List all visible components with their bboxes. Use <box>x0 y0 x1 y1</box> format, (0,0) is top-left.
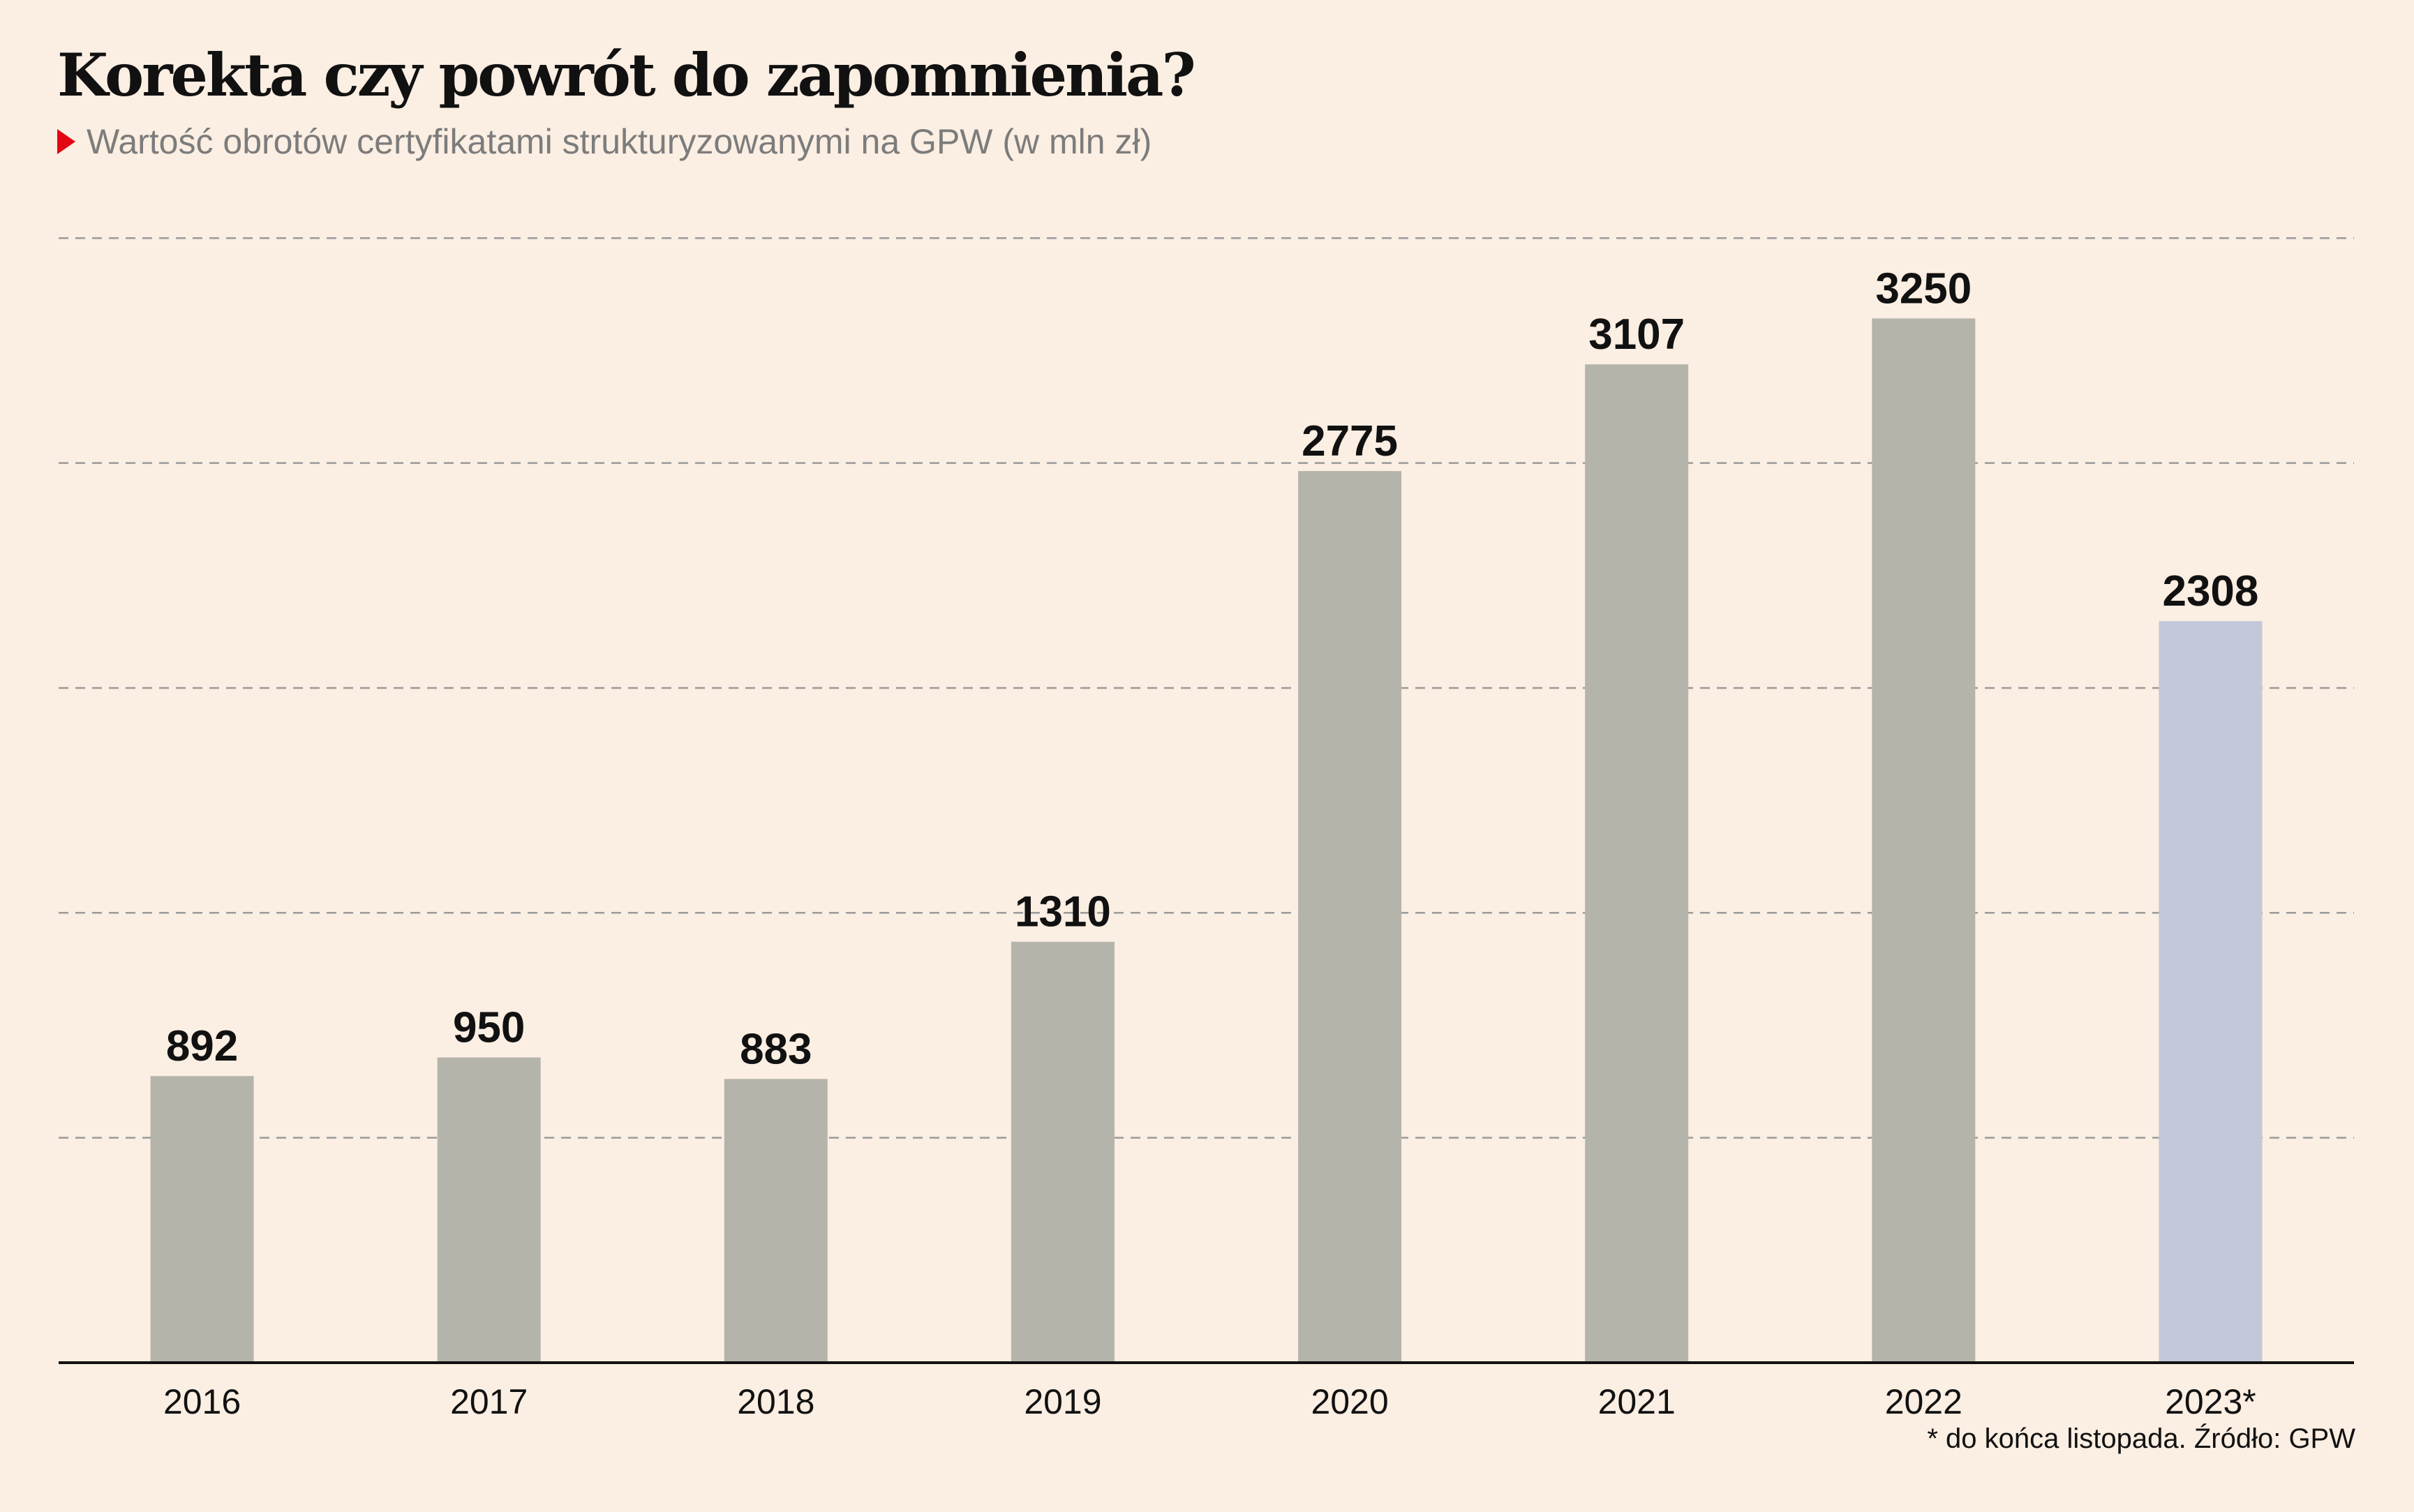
data-label: 2308 <box>2162 567 2258 615</box>
data-label: 950 <box>453 1004 525 1052</box>
bar-2021 <box>1585 364 1689 1363</box>
data-label: 1310 <box>1015 888 1111 936</box>
x-tick-label: 2017 <box>450 1382 528 1421</box>
bar-2017 <box>437 1057 541 1363</box>
gridlines <box>59 237 2354 1139</box>
x-tick-label: 2023* <box>2165 1382 2256 1421</box>
x-tick-label: 2020 <box>1311 1382 1388 1421</box>
x-tick-label: 2016 <box>163 1382 241 1421</box>
chart-subtitle: Wartość obrotów certyfikatami strukturyz… <box>87 122 1152 161</box>
bar-2019 <box>1011 941 1115 1363</box>
bar-2020 <box>1298 471 1402 1363</box>
data-label: 3107 <box>1588 310 1685 359</box>
triangle-marker-icon <box>57 129 75 154</box>
data-label: 883 <box>740 1025 812 1073</box>
subtitle-row: Wartość obrotów certyfikatami strukturyz… <box>57 124 1152 159</box>
x-tick-label: 2018 <box>737 1382 814 1421</box>
bar-2023 <box>2159 621 2263 1363</box>
footnote: * do końca listopada. Źródło: GPW <box>1927 1423 2355 1454</box>
bar-2018 <box>724 1079 828 1363</box>
bar-2016 <box>150 1076 254 1363</box>
bars <box>150 318 2263 1363</box>
data-label: 892 <box>166 1022 238 1070</box>
data-label: 3250 <box>1875 264 1972 313</box>
labels: 892 2016 950 2017 883 2018 1310 2019 2775 2020 310… <box>163 264 2258 1421</box>
data-label: 2775 <box>1302 417 1398 465</box>
x-tick-label: 2022 <box>1885 1382 1962 1421</box>
chart-title: Korekta czy powrót do zapomnienia? <box>57 40 1196 110</box>
x-tick-label: 2019 <box>1024 1382 1101 1421</box>
x-tick-label: 2021 <box>1598 1382 1676 1421</box>
bar-2022 <box>1872 318 1976 1363</box>
